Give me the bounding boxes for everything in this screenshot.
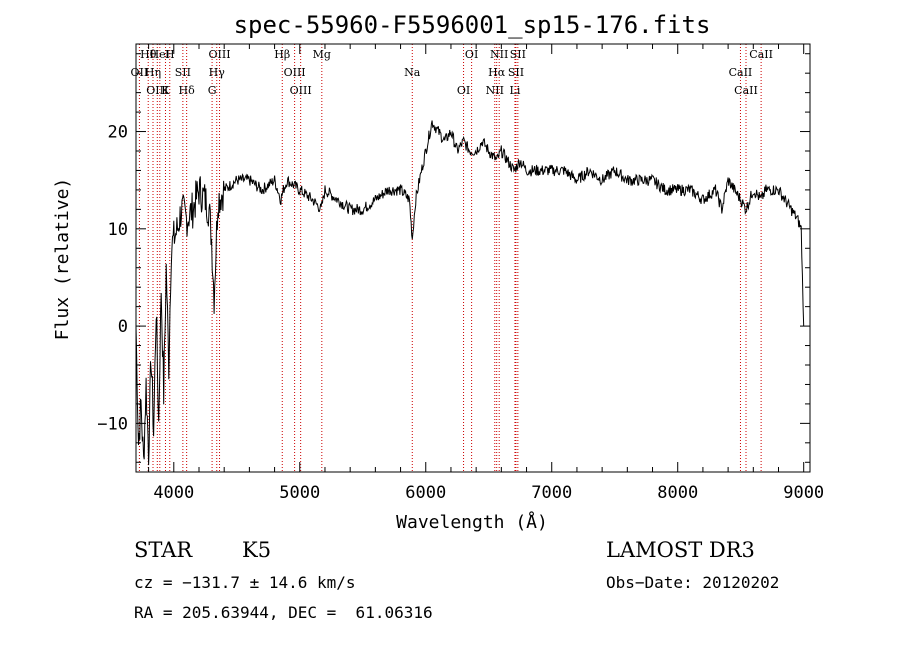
redshift-velocity: cz = −131.7 ± 14.6 km/s — [134, 573, 356, 592]
spectral-line-label: Hδ — [179, 84, 196, 97]
coordinates: RA = 205.63944, DEC = 61.06316 — [134, 603, 433, 622]
object-class: STAR — [134, 538, 193, 562]
spectral-line-label: K — [161, 84, 170, 97]
spectral-line-label: SII — [510, 48, 526, 61]
y-tick-label: 10 — [108, 220, 128, 240]
spectral-line-label: OIII — [208, 48, 230, 61]
spectral-line-label: CaII — [749, 48, 773, 61]
spectral-lines — [138, 44, 762, 472]
spectral-line-label: OII — [131, 66, 149, 79]
x-axis-ticks: 4000 5000 6000 7000 8000 9000 — [148, 44, 824, 503]
spectral-line-label: Li — [510, 84, 521, 97]
spectral-line-label: CaII — [734, 84, 758, 97]
spectral-line-label: OIII — [146, 84, 168, 97]
x-tick-label: 4000 — [153, 483, 194, 503]
y-tick-label: 0 — [118, 317, 128, 337]
spectral-line-label: Na — [404, 66, 421, 79]
x-tick-label: 7000 — [531, 483, 572, 503]
observation-date: Obs−Date: 20120202 — [606, 573, 780, 592]
spectrum-line — [135, 120, 805, 466]
spectral-line-label: HeI — [150, 48, 170, 61]
chart-title: spec-55960-F5596001_sp15-176.fits — [234, 11, 711, 39]
object-subclass: K5 — [242, 538, 272, 562]
spectral-line-label: OIII — [290, 84, 312, 97]
spectral-line-label: NII — [486, 84, 504, 97]
y-tick-label: −10 — [97, 414, 128, 434]
x-axis-label: Wavelength (Å) — [396, 511, 548, 533]
spectral-line-label: CaII — [729, 66, 753, 79]
y-tick-label: 20 — [108, 123, 128, 143]
x-tick-label: 6000 — [405, 483, 446, 503]
spectral-line-label: NII — [490, 48, 508, 61]
spectral-line-label: OIII — [284, 66, 306, 79]
spectral-line-label: OI — [465, 48, 478, 61]
spectral-line-label: Hθ — [140, 48, 157, 61]
x-tick-label: 5000 — [279, 483, 320, 503]
x-tick-label: 8000 — [657, 483, 698, 503]
x-tick-label: 9000 — [783, 483, 824, 503]
spectral-line-label: Hα — [488, 66, 506, 79]
spectral-line-label: Hη — [145, 66, 161, 79]
spectral-line-label: Hγ — [209, 66, 226, 79]
spectral-line-labels: HθOIIOIIIHeIHηKHSIIHδOIIIHγGHβOIIIOIIIMg… — [131, 48, 773, 97]
y-axis-ticks: −10 0 10 20 — [97, 53, 810, 463]
spectral-line-label: Hβ — [274, 48, 290, 61]
spectral-line-label: G — [208, 84, 217, 97]
spectral-line-label: SII — [175, 66, 191, 79]
y-axis-label: Flux (relative) — [52, 178, 73, 341]
spectral-line-label: H — [165, 48, 175, 61]
spectral-line-label: OI — [457, 84, 470, 97]
plot-frame — [135, 43, 811, 473]
spectral-line-label: Mg — [313, 48, 331, 61]
survey-name: LAMOST DR3 — [606, 538, 755, 562]
spectral-line-label: SII — [508, 66, 524, 79]
